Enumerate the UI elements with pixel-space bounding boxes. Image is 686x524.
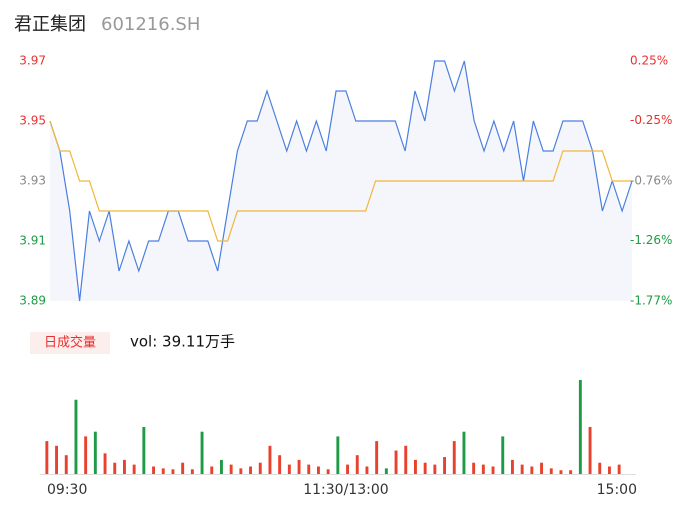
volume-bar xyxy=(549,468,553,474)
stock-name: 君正集团 xyxy=(14,14,86,35)
volume-bar xyxy=(297,459,301,474)
volume-bar xyxy=(569,470,573,474)
y-tick-label: 3.95 xyxy=(19,114,46,128)
volume-bar xyxy=(239,468,243,474)
volume-bar xyxy=(443,457,447,474)
average-line xyxy=(49,120,632,242)
y-tick-label: 3.89 xyxy=(19,294,46,308)
volume-bar xyxy=(578,380,582,474)
stock-code: 601216.SH xyxy=(101,14,200,35)
volume-bar xyxy=(74,399,78,474)
volume-bar xyxy=(132,464,136,474)
volume-bar xyxy=(55,445,59,474)
volume-bar xyxy=(520,464,524,474)
volume-bar xyxy=(93,431,97,474)
volume-bar xyxy=(346,464,350,474)
y-tick-label: 3.91 xyxy=(19,234,46,248)
volume-bar xyxy=(316,466,320,474)
volume-bar xyxy=(113,462,117,474)
y-tick-label: 3.97 xyxy=(19,54,46,68)
volume-bar xyxy=(287,464,291,474)
volume-summary: vol: 39.11万手 xyxy=(130,333,235,351)
volume-bar xyxy=(375,441,379,474)
y2-tick-label: -0.25% xyxy=(630,113,672,127)
volume-bar xyxy=(365,466,369,474)
volume-bar xyxy=(423,462,427,474)
volume-bar xyxy=(219,459,223,474)
volume-bar xyxy=(142,427,146,474)
price-line xyxy=(49,60,633,302)
volume-bar xyxy=(336,436,340,474)
volume-bar xyxy=(530,466,534,474)
volume-bar xyxy=(598,462,602,474)
volume-bar xyxy=(307,464,311,474)
volume-bar xyxy=(258,462,262,474)
y-tick-label: 3.93 xyxy=(19,174,46,188)
volume-bar xyxy=(617,464,621,474)
volume-bar xyxy=(607,466,611,474)
volume-bar xyxy=(355,455,359,474)
volume-bar xyxy=(433,464,437,474)
y2-tick-label: -0.76% xyxy=(630,174,672,188)
volume-bar xyxy=(200,431,204,474)
volume-bar xyxy=(161,468,165,474)
volume-bar xyxy=(510,459,514,474)
volume-bar xyxy=(472,462,476,474)
y2-tick-label: -1.77% xyxy=(630,294,672,308)
volume-bar xyxy=(278,455,282,474)
volume-bar xyxy=(394,450,398,474)
volume-bar xyxy=(452,441,456,474)
volume-bar xyxy=(481,464,485,474)
volume-bar xyxy=(45,441,49,474)
volume-bar xyxy=(540,462,544,474)
volume-bar xyxy=(501,436,505,474)
volume-bar xyxy=(249,466,253,474)
volume-bar xyxy=(326,469,330,474)
volume-bar xyxy=(84,436,88,474)
volume-bar xyxy=(210,466,214,474)
volume-bar xyxy=(491,466,495,474)
volume-button[interactable] xyxy=(30,332,110,354)
x-tick-label: 09:30 xyxy=(47,482,87,498)
volume-bar xyxy=(462,431,466,474)
volume-bar xyxy=(384,468,388,474)
volume-bar xyxy=(413,459,417,474)
volume-bar xyxy=(190,469,194,474)
volume-bar xyxy=(152,466,156,474)
volume-bar xyxy=(181,462,185,474)
volume-bar xyxy=(404,445,408,474)
volume-bar xyxy=(64,455,68,474)
y2-tick-label: -1.26% xyxy=(630,233,672,247)
x-tick-label: 15:00 xyxy=(597,482,637,498)
y2-tick-label: 0.25% xyxy=(630,54,668,68)
x-tick-label: 11:30/13:00 xyxy=(303,482,388,498)
volume-bar xyxy=(559,470,563,474)
volume-button-label[interactable]: 日成交量 xyxy=(44,335,96,351)
volume-bar xyxy=(229,464,233,474)
volume-bar xyxy=(268,445,272,474)
volume-bar xyxy=(171,469,175,474)
volume-bar xyxy=(103,453,107,474)
volume-bar xyxy=(122,459,126,474)
volume-bar xyxy=(588,427,592,474)
